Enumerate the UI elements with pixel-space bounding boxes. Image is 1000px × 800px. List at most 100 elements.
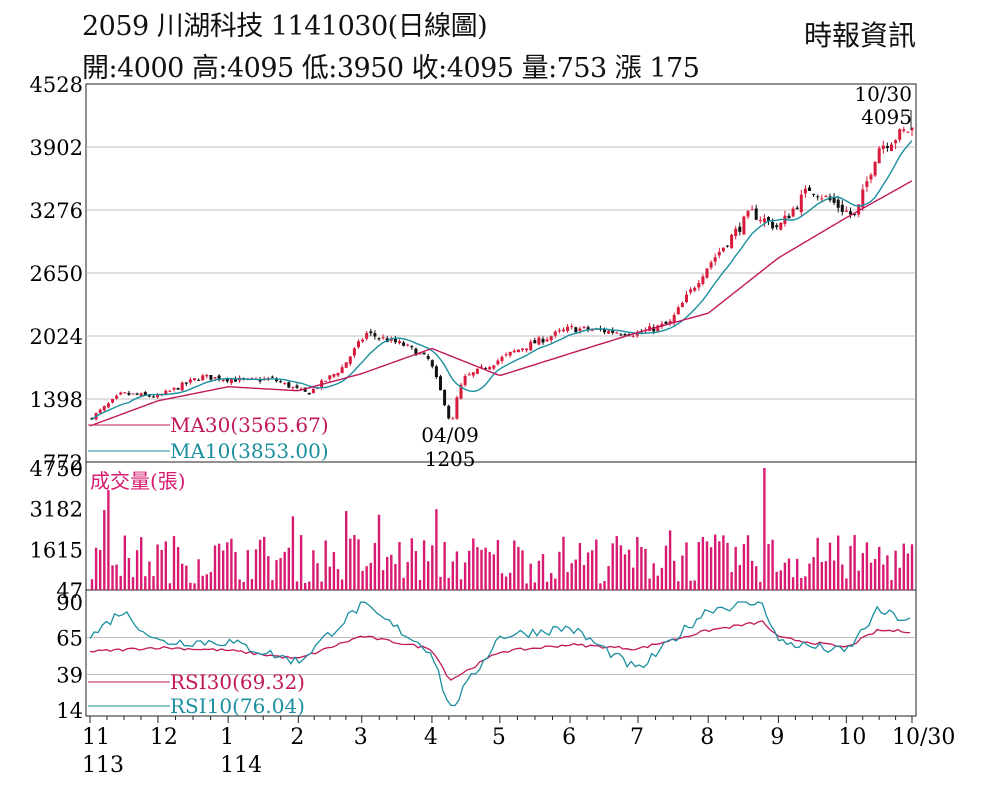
volume-bar: [94, 547, 98, 590]
volume-tick-label: 4750: [30, 457, 83, 481]
volume-bar: [837, 535, 840, 590]
candle-body: [307, 392, 311, 395]
volume-bar: [361, 570, 364, 590]
volume-bar: [861, 553, 864, 590]
candle-body: [484, 368, 488, 370]
candle-body: [816, 196, 820, 198]
candle-body: [332, 374, 336, 377]
price-tick-label: 1398: [30, 388, 83, 412]
candle-body: [180, 382, 184, 391]
volume-bar: [365, 566, 368, 590]
volume-bar: [525, 583, 528, 590]
volume-bar: [246, 550, 249, 590]
volume-bar: [316, 563, 319, 590]
volume-bar: [328, 566, 331, 590]
volume-bar: [726, 542, 729, 590]
x-tick-label: 8: [700, 725, 714, 750]
volume-bar: [902, 543, 905, 590]
candle-body: [775, 225, 779, 228]
volume-bar: [201, 575, 204, 590]
candle-body: [623, 334, 627, 336]
low-value-label: 1205: [425, 447, 476, 471]
candle-body: [184, 382, 188, 384]
volume-bar: [209, 572, 213, 590]
volume-bar: [849, 545, 852, 590]
candle-body: [890, 144, 893, 152]
volume-bar: [222, 550, 225, 590]
candle-body: [603, 329, 606, 333]
candle-body: [516, 349, 520, 353]
volume-bar: [759, 581, 762, 590]
volume-bar: [566, 572, 569, 590]
candle-body: [578, 328, 582, 331]
volume-bar: [439, 576, 442, 590]
volume-bar: [894, 550, 897, 590]
candle-body: [676, 307, 680, 315]
candle-body: [849, 211, 852, 215]
candle-body: [467, 374, 471, 376]
candle-body: [111, 399, 114, 403]
volume-bar: [148, 561, 151, 590]
x-tick-label: 7: [630, 725, 644, 750]
candle-body: [352, 348, 356, 356]
candle-body: [885, 146, 889, 149]
candle-body: [857, 204, 861, 215]
ma30-legend-label: MA30(3565.67): [170, 413, 329, 437]
candle-body: [430, 360, 434, 367]
candle-body: [656, 325, 660, 332]
volume-bar: [263, 536, 266, 590]
candle-body: [869, 174, 873, 180]
candle-body: [381, 337, 385, 339]
candle-body: [709, 262, 713, 268]
volume-title: 成交量(張): [90, 469, 186, 493]
candle-body: [730, 234, 734, 249]
candle-body: [328, 375, 332, 380]
volume-bar: [394, 563, 397, 590]
volume-bar: [111, 565, 114, 590]
candle-body: [508, 351, 512, 356]
candle-body: [459, 384, 463, 399]
candle-body: [680, 302, 684, 308]
price-tick-label: 3276: [30, 199, 83, 223]
candle-body: [270, 376, 274, 378]
plot-frame: [85, 83, 917, 717]
volume-bar: [127, 558, 131, 590]
volume-bar: [800, 578, 803, 590]
source-brand: 時報資訊: [803, 19, 916, 52]
candle-body: [808, 187, 811, 191]
candle-body: [422, 352, 426, 355]
x-tick-label: 6: [562, 725, 576, 750]
volume-bar: [504, 576, 508, 590]
volume-bar: [558, 551, 561, 590]
volume-bar: [271, 580, 274, 590]
candle-body: [172, 387, 176, 390]
volume-bar: [213, 545, 217, 590]
volume-bar: [513, 540, 516, 590]
candle-body: [738, 226, 742, 232]
volume-bar: [779, 570, 782, 590]
volume-bar: [750, 560, 754, 590]
volume-bar: [738, 564, 741, 590]
candle-body: [156, 394, 160, 398]
volume-bar: [373, 542, 377, 590]
candle-body: [500, 356, 504, 361]
volume-bar: [468, 550, 471, 590]
candle-body: [344, 362, 348, 368]
candle-body: [197, 379, 201, 381]
rsi-tick-label: 90: [56, 591, 83, 615]
candle-body: [820, 198, 824, 200]
volume-bar: [582, 565, 586, 590]
volume-bar: [176, 547, 180, 590]
candle-body: [877, 148, 881, 164]
candle-body: [832, 197, 836, 203]
volume-bar: [898, 567, 901, 590]
volume-bar: [878, 546, 881, 590]
rsi-tick-label: 65: [56, 627, 83, 651]
volume-bar: [615, 536, 618, 590]
volume-bar: [119, 575, 122, 590]
candle-body: [779, 222, 783, 230]
volume-bar: [414, 551, 418, 590]
ma10-line: [91, 140, 913, 421]
volume-bar: [422, 540, 426, 590]
